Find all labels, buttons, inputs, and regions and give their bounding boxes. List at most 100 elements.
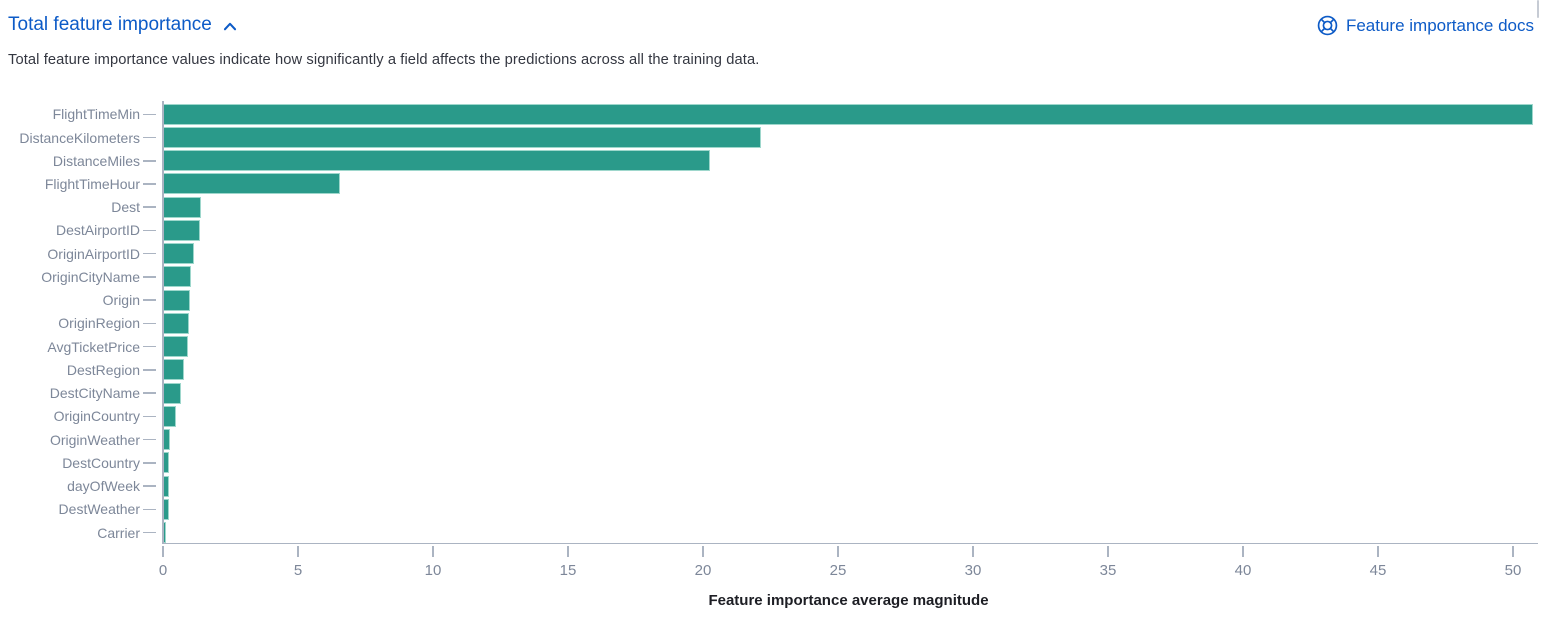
y-axis-label: DestWeather xyxy=(58,501,140,518)
bar-DestCountry[interactable] xyxy=(163,453,169,473)
bar-DistanceKilometers[interactable] xyxy=(163,128,761,148)
x-axis-tick xyxy=(567,546,569,557)
y-axis-label: DistanceKilometers xyxy=(19,129,140,146)
docs-link-label: Feature importance docs xyxy=(1345,15,1534,35)
y-axis-label: dayOfWeek xyxy=(67,478,140,495)
y-axis-tick xyxy=(143,345,156,348)
section-collapse-toggle[interactable]: Total feature importance xyxy=(8,14,239,36)
x-axis-tick xyxy=(837,546,839,557)
bar-AvgTicketPrice[interactable] xyxy=(163,337,187,357)
bar-DestWeather[interactable] xyxy=(163,499,168,519)
chart-row: DestAirportID xyxy=(0,219,1542,242)
chart-row: OriginRegion xyxy=(0,312,1542,335)
section-title: Total feature importance xyxy=(8,14,212,35)
bar-FlightTimeMin[interactable] xyxy=(163,104,1533,124)
x-axis-tick-label: 40 xyxy=(1234,562,1252,579)
bar-DestAirportID[interactable] xyxy=(163,220,200,240)
y-axis-label: OriginCountry xyxy=(53,408,140,425)
bar-OriginRegion[interactable] xyxy=(163,313,188,333)
y-axis-tick xyxy=(143,136,156,139)
y-axis-label: OriginWeather xyxy=(49,431,140,448)
x-axis-line xyxy=(162,542,1538,544)
chart-row: OriginCityName xyxy=(0,265,1542,288)
y-axis-label: OriginRegion xyxy=(58,315,140,332)
bar-Dest[interactable] xyxy=(163,197,200,217)
x-axis-tick-label: 25 xyxy=(829,562,847,579)
y-axis-tick xyxy=(143,113,156,116)
x-axis-tick-label: 20 xyxy=(694,562,712,579)
y-axis-tick xyxy=(143,160,156,162)
y-axis-label: DestCityName xyxy=(49,385,140,402)
lifebuoy-help-icon xyxy=(1317,15,1338,36)
bar-DestRegion[interactable] xyxy=(163,360,183,380)
bar-OriginWeather[interactable] xyxy=(163,430,170,450)
x-axis-title: Feature importance average magnitude xyxy=(708,592,989,609)
bar-Carrier[interactable] xyxy=(163,523,166,542)
x-axis-tick-label: 15 xyxy=(559,562,577,579)
chart-row: DistanceKilometers xyxy=(0,126,1542,149)
chart-row: dayOfWeek xyxy=(0,474,1542,497)
x-axis-tick xyxy=(1242,546,1244,557)
y-axis-label: FlightTimeMin xyxy=(52,106,140,123)
section-description: Total feature importance values indicate… xyxy=(8,52,760,68)
chart-row: AvgTicketPrice xyxy=(0,335,1542,358)
chart-row: FlightTimeMin xyxy=(0,103,1542,126)
chart-row: Origin xyxy=(0,289,1542,312)
y-axis-tick xyxy=(143,276,156,278)
y-axis-label: Origin xyxy=(102,292,140,309)
y-axis-tick xyxy=(143,531,156,534)
chart-row: DestRegion xyxy=(0,358,1542,381)
x-axis-tick-label: 5 xyxy=(293,562,303,579)
y-axis-tick xyxy=(143,369,156,371)
chart-row: DestCityName xyxy=(0,382,1542,405)
x-axis-tick xyxy=(972,546,974,557)
y-axis-label: Carrier xyxy=(97,524,140,541)
chart-row: OriginAirportID xyxy=(0,242,1542,265)
y-axis-tick xyxy=(143,206,156,208)
chart-row: Dest xyxy=(0,196,1542,219)
bar-dayOfWeek[interactable] xyxy=(163,476,169,496)
chart-row: DestWeather xyxy=(0,498,1542,521)
y-axis-line xyxy=(162,101,164,543)
y-axis-tick xyxy=(143,392,156,394)
y-axis-tick xyxy=(143,299,156,301)
feature-importance-docs-link[interactable]: Feature importance docs xyxy=(1317,15,1534,36)
x-axis-tick xyxy=(1377,546,1379,557)
y-axis-tick xyxy=(143,415,156,418)
bar-OriginAirportID[interactable] xyxy=(163,244,193,264)
chevron-up-icon xyxy=(223,22,236,30)
x-axis-tick xyxy=(432,546,434,557)
chart-row: OriginCountry xyxy=(0,405,1542,428)
panel-header: Total feature importance Feature importa… xyxy=(8,14,1534,42)
y-axis-tick xyxy=(143,183,156,185)
x-axis-tick-label: 45 xyxy=(1369,562,1387,579)
y-axis-label: DistanceMiles xyxy=(52,152,140,169)
x-axis-tick-label: 0 xyxy=(158,562,168,579)
y-axis-label: AvgTicketPrice xyxy=(47,338,140,355)
y-axis-label: DestCountry xyxy=(62,454,140,471)
bar-DistanceMiles[interactable] xyxy=(163,151,709,171)
x-axis-tick-label: 10 xyxy=(424,562,442,579)
scrollbar-thumb[interactable] xyxy=(1536,0,1539,18)
y-axis-tick xyxy=(143,438,156,441)
y-axis-label: OriginCityName xyxy=(41,268,140,285)
bar-OriginCountry[interactable] xyxy=(163,406,176,426)
x-axis-tick-label: 50 xyxy=(1504,562,1522,579)
bar-OriginCityName[interactable] xyxy=(163,267,190,287)
x-axis-tick xyxy=(162,546,164,557)
y-axis-label: FlightTimeHour xyxy=(44,176,140,192)
x-axis-tick xyxy=(702,546,704,557)
x-axis-tick xyxy=(1107,546,1109,557)
bar-DestCityName[interactable] xyxy=(163,383,180,403)
y-axis-tick xyxy=(143,322,156,325)
y-axis-label: Dest xyxy=(111,199,140,216)
x-axis-tick xyxy=(1512,546,1514,557)
y-axis-tick xyxy=(143,252,156,255)
bar-Origin[interactable] xyxy=(163,290,190,310)
x-axis-tick-label: 35 xyxy=(1099,562,1117,579)
chart-rows: FlightTimeMin DistanceKilometers DistanceM… xyxy=(0,103,1542,544)
y-axis-tick xyxy=(143,485,156,487)
y-axis-tick xyxy=(143,229,156,232)
bar-FlightTimeHour[interactable] xyxy=(163,174,339,194)
